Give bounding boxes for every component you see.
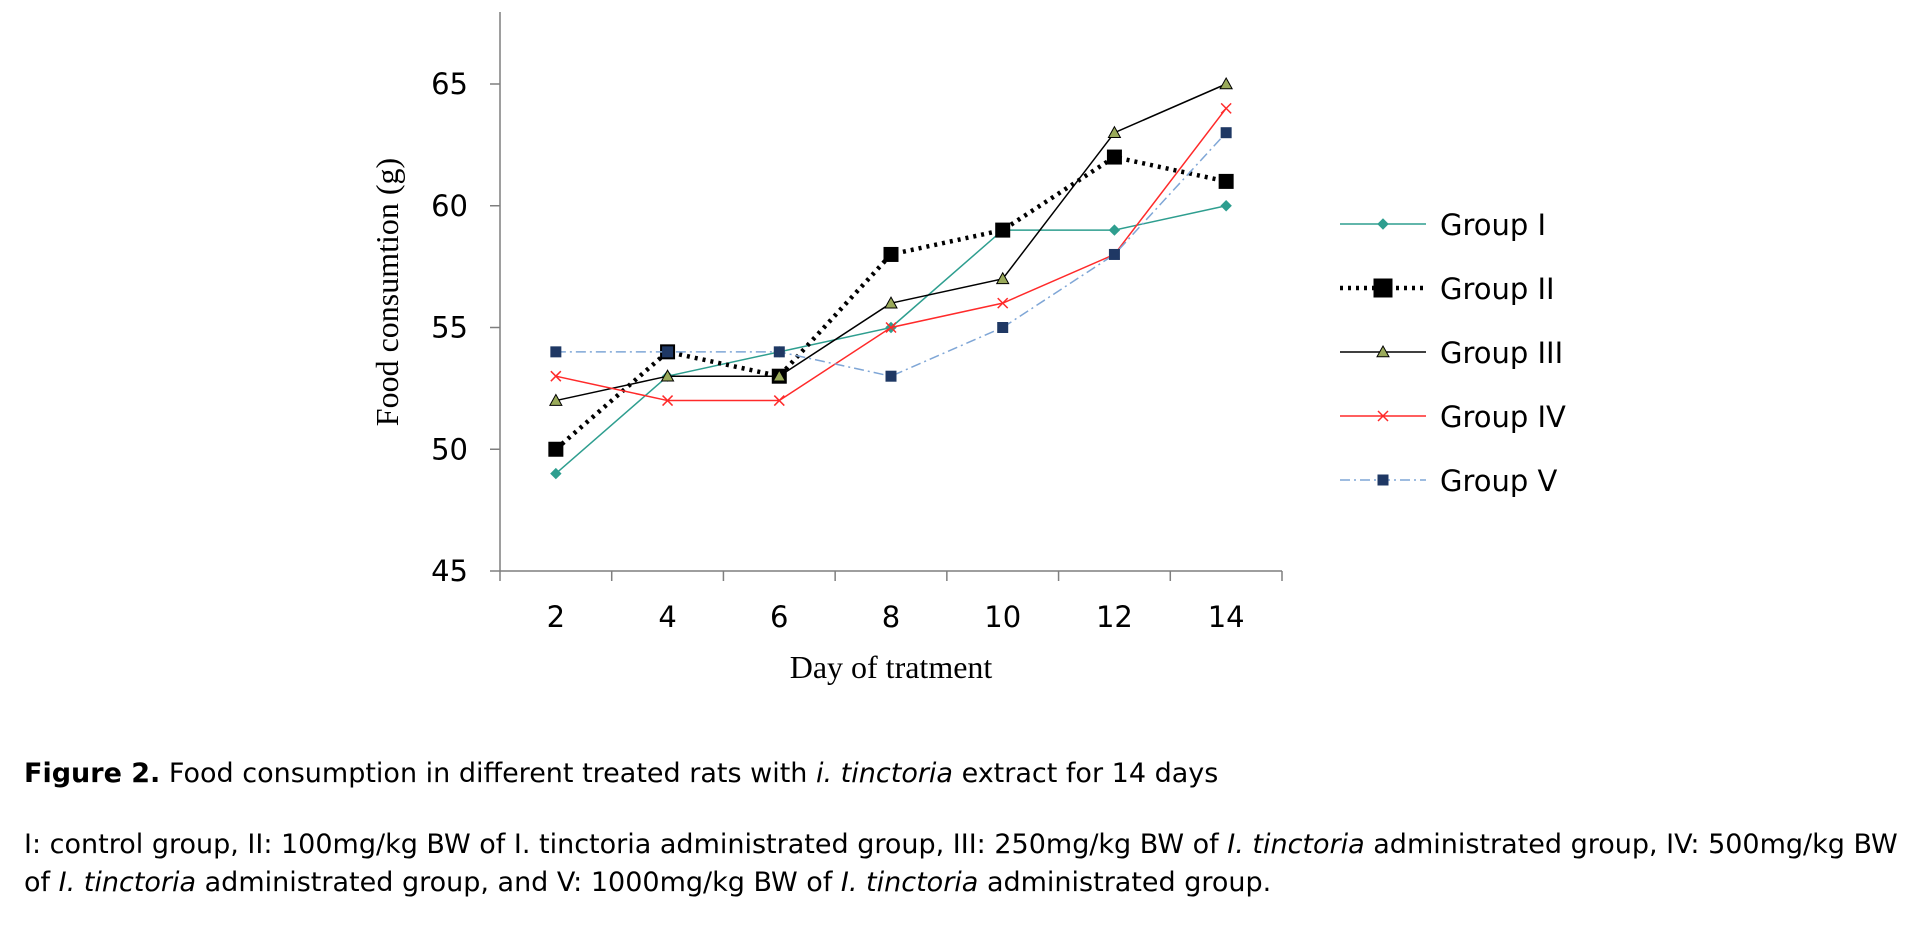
data-point-marker: [550, 346, 562, 358]
y-tick-label: 50: [431, 432, 468, 466]
caption-label: Figure 2.: [24, 758, 161, 789]
y-tick-label: 60: [431, 189, 468, 223]
data-point-marker: [997, 297, 1009, 309]
x-tick-label: 14: [1208, 600, 1245, 634]
legend-item-1: Group I: [1340, 208, 1546, 242]
data-point-marker: [1377, 474, 1389, 486]
x-tick-label: 8: [882, 600, 900, 634]
figure-note: I: control group, II: 100mg/kg BW of I. …: [24, 826, 1914, 902]
note-part-4: administrated group.: [978, 867, 1272, 898]
data-point-marker: [885, 370, 897, 382]
y-tick-label: 55: [431, 311, 468, 345]
figure-caption: Figure 2. Food consumption in different …: [24, 756, 1218, 792]
data-point-marker: [662, 346, 674, 358]
data-point-marker: [884, 296, 898, 309]
data-point-marker: [997, 322, 1009, 333]
data-point-marker: [660, 369, 675, 382]
legend-item-4: Group IV: [1340, 400, 1566, 434]
data-point-marker: [773, 346, 785, 358]
data-point-marker: [1108, 224, 1121, 236]
note-italic-2: I. tinctoria: [58, 867, 197, 898]
x-tick-label: 2: [547, 600, 565, 634]
marker-stroke: [550, 370, 562, 382]
note-italic-1: I. tinctoria: [1227, 829, 1365, 860]
data-point-marker: [1220, 127, 1232, 139]
data-point-marker: [1376, 344, 1390, 358]
note-part-3: administrated group, and V: 1000mg/kg BW…: [196, 867, 841, 898]
note-part-1: I: control group, II: 100mg/kg BW of I. …: [24, 829, 1228, 860]
series-2: [548, 149, 1234, 457]
chart-legend: Group I Group II Group III Group IV Group V: [1340, 208, 1566, 498]
data-point-marker: [995, 271, 1010, 285]
data-point-marker: [1218, 173, 1234, 189]
marker-stroke: [997, 297, 1009, 309]
caption-text-before: Food consumption in different treated ra…: [160, 758, 817, 789]
data-point-marker: [773, 395, 785, 407]
caption-text-after: extract for 14 days: [952, 758, 1219, 789]
series-5: [550, 127, 1232, 382]
data-point-marker: [1220, 200, 1232, 212]
note-part-2: administrated group, IV: 500mg/kg BW of: [24, 829, 1898, 898]
line-chart: 45 50 55 60 65 2 4 6 8 10 12 14 Day of tratment Food …: [369, 12, 1566, 685]
legend-label: Group IV: [1440, 400, 1566, 434]
data-point-marker: [1219, 76, 1233, 90]
data-point-marker: [550, 370, 562, 382]
data-point-marker: [550, 467, 562, 480]
caption-species: i. tinctoria: [816, 758, 953, 789]
data-point-marker: [885, 321, 897, 334]
data-point-marker: [1107, 125, 1122, 138]
chart-series: [548, 76, 1234, 480]
marker-stroke: [662, 395, 674, 407]
marker-stroke: [885, 321, 897, 334]
note-italic-3: I. tinctoria: [840, 867, 979, 898]
x-axis-title: Day of tratment: [790, 649, 993, 685]
legend-label: Group II: [1440, 272, 1555, 306]
data-point-marker: [548, 441, 564, 457]
y-tick-label: 65: [431, 67, 468, 101]
marker-stroke: [1220, 102, 1232, 114]
legend-item-2: Group II: [1340, 272, 1555, 306]
marker-stroke: [773, 395, 785, 407]
data-point-marker: [1108, 248, 1120, 260]
chart-axes: 45 50 55 60 65 2 4 6 8 10 12 14 Day of tratment Food …: [369, 12, 1283, 685]
data-point-marker: [883, 246, 899, 262]
x-tick-label: 6: [770, 600, 788, 634]
legend-label: Group I: [1440, 208, 1546, 242]
x-tick-label: 12: [1096, 600, 1133, 634]
data-point-marker: [1377, 410, 1389, 422]
y-axis-title: Food consumtion (g): [369, 158, 405, 426]
marker-stroke: [1377, 410, 1389, 422]
data-point-marker: [1106, 149, 1122, 165]
series-3: [549, 76, 1233, 406]
data-point-marker: [549, 393, 563, 406]
series-line: [555, 205, 1227, 475]
y-tick-label: 45: [431, 554, 468, 588]
legend-item-3: Group III: [1340, 336, 1563, 370]
x-tick-label: 10: [984, 600, 1021, 634]
series-1: [550, 200, 1232, 480]
data-point-marker: [772, 369, 787, 382]
data-point-marker: [1220, 102, 1232, 114]
data-point-marker: [1373, 278, 1393, 298]
legend-item-5: Group V: [1340, 464, 1558, 498]
legend-label: Group III: [1440, 336, 1563, 370]
data-point-marker: [995, 222, 1011, 238]
data-point-marker: [662, 395, 674, 407]
data-point-marker: [1377, 218, 1389, 230]
x-tick-label: 4: [658, 600, 676, 634]
legend-label: Group V: [1440, 464, 1558, 498]
